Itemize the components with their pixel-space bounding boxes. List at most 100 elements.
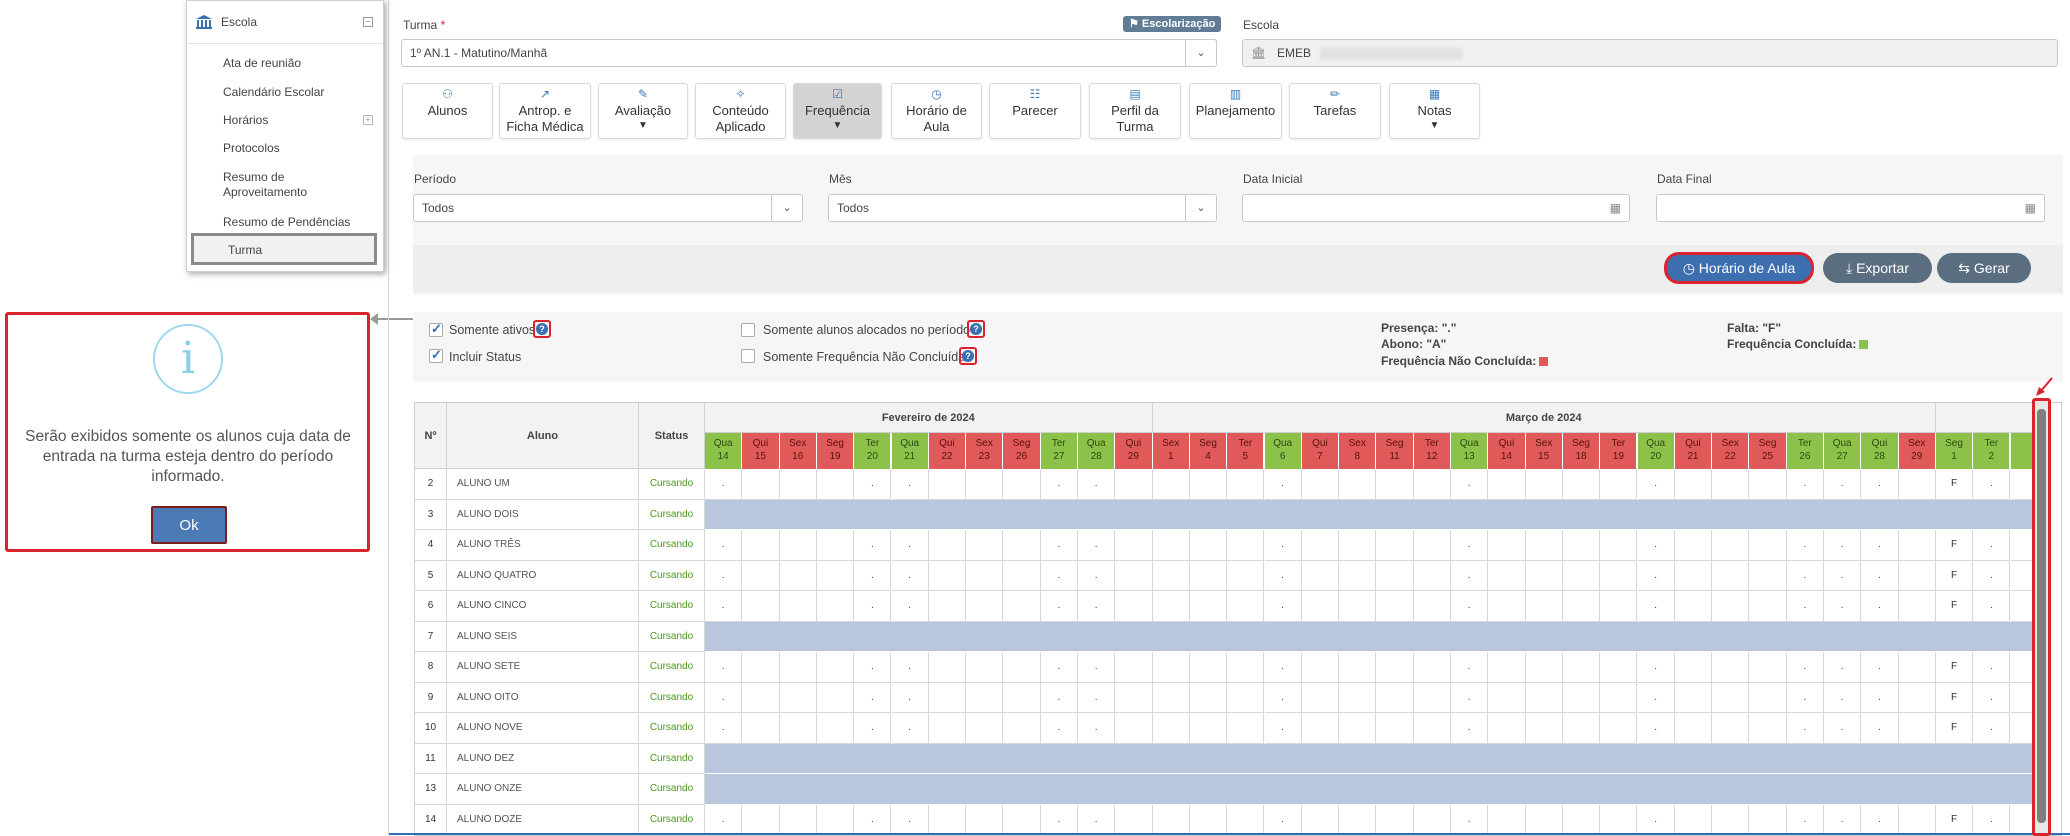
tab-avaliação[interactable]: ✎ Avaliação ▼ [598, 83, 688, 139]
attendance-cell[interactable] [1525, 469, 1563, 500]
attendance-cell[interactable]: . [1861, 804, 1899, 835]
attendance-cell[interactable] [1152, 713, 1190, 744]
day-header[interactable]: Qua 28 [1078, 433, 1116, 469]
attendance-cell[interactable] [1376, 713, 1414, 744]
attendance-cell[interactable]: . [1264, 652, 1302, 683]
day-header[interactable]: Seg 18 [1562, 433, 1601, 469]
attendance-cell[interactable] [1898, 652, 1936, 683]
sidebar-item-turma-highlight[interactable]: Turma [191, 233, 377, 265]
data-final-input[interactable]: ▦ [1656, 194, 2045, 222]
help-icon[interactable]: ? [533, 320, 551, 338]
attendance-cell[interactable] [966, 469, 1004, 500]
attendance-cell[interactable] [1712, 591, 1750, 622]
attendance-cell[interactable] [1152, 682, 1190, 713]
attendance-cell[interactable]: F [1935, 804, 1974, 835]
attendance-cell[interactable]: . [1451, 530, 1489, 561]
attendance-cell[interactable] [1898, 804, 1936, 835]
attendance-cell[interactable]: . [1786, 682, 1824, 713]
attendance-cell[interactable] [742, 469, 780, 500]
attendance-cell[interactable] [928, 713, 967, 744]
attendance-cell[interactable] [1227, 591, 1265, 622]
attendance-cell[interactable] [1301, 652, 1340, 683]
sidebar-item-calendario[interactable]: Calendário Escolar [223, 85, 325, 99]
attendance-cell[interactable] [1488, 530, 1526, 561]
attendance-cell[interactable] [1674, 682, 1713, 713]
attendance-cell[interactable] [1003, 591, 1041, 622]
chevron-down-icon[interactable]: ⌄ [1185, 195, 1216, 221]
attendance-cell[interactable] [1525, 530, 1563, 561]
attendance-cell[interactable]: . [1264, 530, 1302, 561]
day-header[interactable]: Qui 22 [928, 433, 967, 469]
attendance-cell[interactable] [966, 804, 1004, 835]
attendance-cell[interactable] [1600, 652, 1638, 683]
attendance-cell[interactable] [1674, 713, 1713, 744]
attendance-cell[interactable] [1488, 804, 1526, 835]
attendance-cell[interactable]: . [705, 804, 743, 835]
scrollbar-thumb[interactable] [2037, 409, 2046, 823]
attendance-cell[interactable] [1749, 560, 1787, 591]
attendance-cell[interactable] [966, 713, 1004, 744]
attendance-cell[interactable]: F [1935, 652, 1974, 683]
attendance-cell[interactable] [1488, 591, 1526, 622]
attendance-cell[interactable]: . [1451, 652, 1489, 683]
attendance-cell[interactable] [1189, 713, 1228, 744]
attendance-cell[interactable] [1227, 713, 1265, 744]
attendance-cell[interactable]: . [705, 652, 743, 683]
attendance-cell[interactable] [816, 652, 855, 683]
attendance-cell[interactable]: . [1451, 560, 1489, 591]
attendance-cell[interactable] [1712, 713, 1750, 744]
attendance-cell[interactable]: . [1040, 530, 1078, 561]
attendance-cell[interactable]: . [1973, 469, 2011, 500]
day-header[interactable]: Seg 11 [1376, 433, 1414, 469]
attendance-cell[interactable] [1376, 591, 1414, 622]
attendance-cell[interactable]: . [1973, 652, 2011, 683]
attendance-cell[interactable] [1115, 713, 1153, 744]
attendance-cell[interactable]: . [705, 591, 743, 622]
attendance-cell[interactable] [816, 682, 855, 713]
attendance-cell[interactable] [742, 652, 780, 683]
attendance-cell[interactable] [1413, 713, 1451, 744]
attendance-cell[interactable]: . [1786, 530, 1824, 561]
attendance-cell[interactable] [928, 560, 967, 591]
attendance-cell[interactable] [1301, 591, 1340, 622]
day-header[interactable]: Qui 7 [1301, 433, 1340, 469]
sidebar-item-resumo-aproveitamento[interactable]: Resumo de Aproveitamento [223, 170, 308, 199]
attendance-cell[interactable] [1189, 682, 1228, 713]
attendance-cell[interactable]: . [891, 530, 929, 561]
attendance-cell[interactable]: . [1637, 591, 1675, 622]
sidebar-item-turma[interactable]: Turma [228, 243, 263, 257]
attendance-cell[interactable] [1562, 469, 1601, 500]
attendance-cell[interactable] [1525, 804, 1563, 835]
attendance-cell[interactable]: . [1861, 469, 1899, 500]
tab-planejamento[interactable]: ▥ Planejamento [1189, 83, 1282, 139]
attendance-cell[interactable] [1898, 530, 1936, 561]
attendance-cell[interactable]: . [1861, 713, 1899, 744]
day-header[interactable]: Qua 20 [1637, 433, 1675, 469]
attendance-cell[interactable] [1749, 682, 1787, 713]
attendance-cell[interactable] [1600, 682, 1638, 713]
expand-icon[interactable]: + [363, 115, 373, 125]
attendance-cell[interactable]: . [1824, 530, 1862, 561]
attendance-cell[interactable]: F [1935, 591, 1974, 622]
chevron-down-icon[interactable]: ⌄ [1185, 40, 1216, 66]
attendance-cell[interactable] [816, 713, 855, 744]
attendance-cell[interactable] [1600, 560, 1638, 591]
day-header[interactable]: Qua 13 [1451, 433, 1489, 469]
attendance-cell[interactable] [1562, 530, 1601, 561]
day-header[interactable]: Qua 27 [1824, 433, 1862, 469]
attendance-cell[interactable] [1749, 713, 1787, 744]
day-header[interactable]: Qui 28 [1861, 433, 1899, 469]
attendance-cell[interactable]: . [1861, 591, 1899, 622]
attendance-cell[interactable] [1712, 469, 1750, 500]
day-header[interactable]: Sex 22 [1712, 433, 1750, 469]
day-header[interactable]: Qui 29 [1115, 433, 1153, 469]
attendance-cell[interactable]: . [1040, 804, 1078, 835]
attendance-cell[interactable] [779, 530, 817, 561]
attendance-cell[interactable] [928, 591, 967, 622]
attendance-cell[interactable] [1413, 560, 1451, 591]
attendance-cell[interactable] [1115, 469, 1153, 500]
attendance-cell[interactable] [1339, 591, 1377, 622]
somente-nao-concluida-checkbox[interactable] [741, 349, 755, 363]
attendance-cell[interactable] [1488, 682, 1526, 713]
attendance-cell[interactable] [779, 591, 817, 622]
